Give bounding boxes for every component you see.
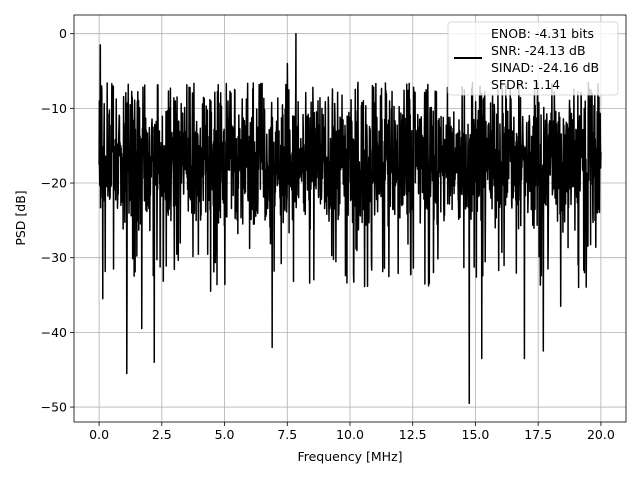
- legend-sinad: SINAD: -24.16 dB: [491, 60, 599, 75]
- y-tick-label: −50: [41, 400, 67, 415]
- legend: ENOB: -4.31 bits SNR: -24.13 dB SINAD: -…: [447, 21, 619, 96]
- y-tick-label: −10: [41, 101, 67, 116]
- legend-enob: ENOB: -4.31 bits: [491, 26, 594, 41]
- psd-series-line: [98, 32, 602, 405]
- x-tick-label: 5.0: [215, 427, 235, 442]
- series-layer: [98, 32, 602, 405]
- legend-box: [447, 21, 619, 96]
- x-ticks: 0.0 2.5 5.0 7.5 10.0 12.5 15.0 17.5 20.0: [89, 422, 615, 442]
- x-axis-label: Frequency [MHz]: [297, 449, 402, 464]
- legend-sfdr: SFDR: 1.14: [491, 77, 560, 92]
- y-tick-label: 0: [59, 26, 67, 41]
- x-tick-label: 7.5: [277, 427, 297, 442]
- legend-snr: SNR: -24.13 dB: [491, 43, 586, 58]
- y-tick-label: −20: [41, 176, 67, 191]
- x-tick-label: 2.5: [152, 427, 172, 442]
- x-tick-label: 10.0: [336, 427, 364, 442]
- x-tick-label: 15.0: [462, 427, 490, 442]
- x-tick-label: 12.5: [399, 427, 427, 442]
- x-tick-label: 17.5: [524, 427, 552, 442]
- x-tick-label: 0.0: [89, 427, 109, 442]
- y-axis-label: PSD [dB]: [13, 190, 28, 245]
- y-tick-label: −40: [41, 325, 67, 340]
- y-tick-label: −30: [41, 250, 67, 265]
- x-tick-label: 20.0: [587, 427, 615, 442]
- y-ticks: 0 −10 −20 −30 −40 −50: [41, 26, 74, 415]
